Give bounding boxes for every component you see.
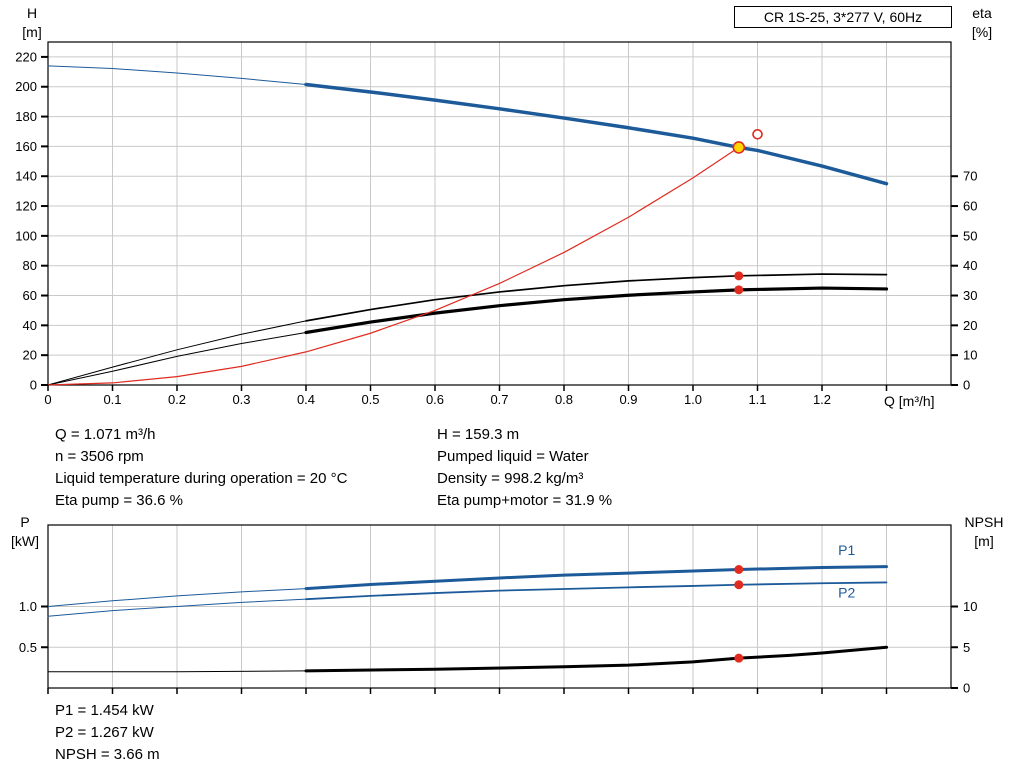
x-tick-label: 0.9 [619,392,637,407]
npsh-axis-unit: [m] [974,533,994,549]
info-line-h: H = 159.3 m [437,426,520,443]
requested-duty-point [752,129,763,140]
x-tick-label: 0.5 [361,392,379,407]
duty-info-right: H = 159.3 m Pumped liquid = Water Densit… [437,424,612,512]
x-tick-label: 0.1 [103,392,121,407]
npsh-extension [47,670,307,673]
eta-pump-extension [47,320,307,386]
power-npsh-chart-group: 0.5 1.0 0 5 10 P1 P2 [19,524,977,696]
eta-pump-point [734,271,744,281]
p1-extension [47,588,307,607]
p1-point [734,564,744,574]
left-tick-label: 80 [23,258,37,273]
left-tick-label: 200 [15,79,37,94]
left-tick-label: 220 [15,49,37,64]
x-tick-label: 0.3 [232,392,250,407]
h-axis-title: H [m] [12,4,52,42]
left-tick-label: 20 [23,348,37,363]
npsh-axis-symbol: NPSH [964,514,1004,530]
x-tick-label: 1.0 [684,392,702,407]
duty-info-left: Q = 1.071 m³/h n = 3506 rpm Liquid tempe… [55,424,347,512]
info-line-pumped-liquid: Pumped liquid = Water [437,448,589,465]
p2-curve [305,581,888,601]
p-axis-title: P [kW] [2,513,48,551]
left-tick-label: 140 [15,169,37,184]
x-tick-label: 0.6 [426,392,444,407]
duty-point [732,141,746,154]
h-curve-extension [47,65,307,86]
info-line-eta-pump-motor: Eta pump+motor = 31.9 % [437,492,613,509]
info-line-density: Density = 998.2 kg/m³ [437,470,584,487]
left-tick-label: 0 [30,378,37,393]
x-tick-label: 0.2 [168,392,186,407]
eta-pump-motor-point [734,285,744,295]
h-axis-unit: [m] [22,24,42,40]
right-tick-label: 0 [963,378,970,393]
left-tick-label: 0.5 [19,640,37,655]
right-tick-label: 30 [963,288,977,303]
power-info: P1 = 1.454 kW P2 = 1.267 kW NPSH = 3.66 … [55,700,160,766]
right-tick-label: 0 [963,681,970,696]
eta-axis-unit: [%] [971,24,993,40]
npsh-curve [304,645,888,673]
info-line-p1: P1 = 1.454 kW [55,702,154,719]
right-tick-label: 10 [963,348,977,363]
q-axis-title: Q [m³/h] [884,393,935,409]
p1-curve [304,565,888,591]
p2-label: P2 [838,585,855,601]
left-tick-label: 100 [15,228,37,243]
h-axis-symbol: H [26,5,38,21]
x-tick-label: 1.1 [748,392,766,407]
eta-pump-motor-curve [304,286,889,335]
x-tick-label: 0.8 [555,392,573,407]
right-tick-label: 5 [963,640,970,655]
p2-point [734,580,744,590]
npsh-axis-title: NPSH [m] [952,513,1016,551]
pump-type-box: CR 1S-25, 3*277 V, 60Hz [734,6,952,28]
info-line-p2: P2 = 1.267 kW [55,724,154,741]
x-tick-label: 0.7 [490,392,508,407]
right-tick-label: 20 [963,318,977,333]
right-tick-label: 40 [963,258,977,273]
left-tick-label: 40 [23,318,37,333]
left-tick-label: 160 [15,139,37,154]
right-tick-label: 10 [963,599,977,614]
right-tick-label: 60 [963,199,977,214]
eta-pump-curve [305,273,888,322]
x-tick-label: 0 [44,392,51,407]
eta-axis-title: eta [%] [956,4,1008,42]
info-line-n: n = 3506 rpm [55,448,144,465]
info-line-q: Q = 1.071 m³/h [55,426,156,443]
left-tick-label: 60 [23,288,37,303]
eta-pump-motor-extension [47,332,307,386]
left-tick-label: 120 [15,199,37,214]
p1-label: P1 [838,542,855,558]
qh-chart-group: 0 0.1 0.2 0.3 0.4 0.5 0.6 0.7 0.8 0.9 1.0 1.1 1.2 0 20… [15,41,977,407]
p2-extension [47,598,307,617]
right-tick-label: 50 [963,228,977,243]
info-line-eta-pump: Eta pump = 36.6 % [55,492,183,509]
system-curve [47,146,740,386]
info-line-npsh: NPSH = 3.66 m [55,746,160,763]
right-tick-label: 70 [963,169,977,184]
p-axis-symbol: P [20,514,30,530]
left-tick-label: 180 [15,109,37,124]
x-tick-label: 1.2 [813,392,831,407]
info-line-liquid-temp: Liquid temperature during operation = 20… [55,470,348,487]
left-tick-label: 1.0 [19,599,37,614]
x-tick-label: 0.4 [297,392,315,407]
p-axis-unit: [kW] [11,533,39,549]
h-curve [304,82,889,186]
npsh-point [734,653,744,663]
eta-axis-symbol: eta [972,5,992,21]
